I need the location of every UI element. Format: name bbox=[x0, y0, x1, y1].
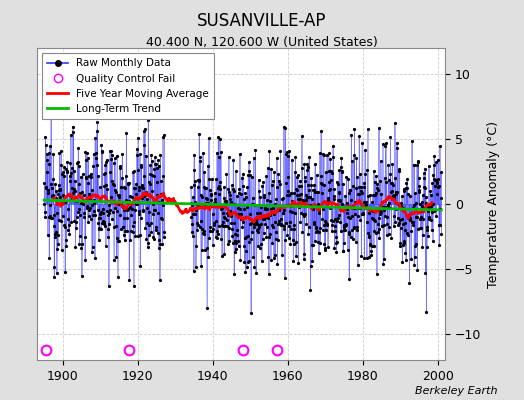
Text: SUSANVILLE-AP: SUSANVILLE-AP bbox=[197, 12, 327, 30]
Text: 40.400 N, 120.600 W (United States): 40.400 N, 120.600 W (United States) bbox=[146, 36, 378, 49]
Text: Berkeley Earth: Berkeley Earth bbox=[416, 386, 498, 396]
Y-axis label: Temperature Anomaly (°C): Temperature Anomaly (°C) bbox=[487, 120, 500, 288]
Legend: Raw Monthly Data, Quality Control Fail, Five Year Moving Average, Long-Term Tren: Raw Monthly Data, Quality Control Fail, … bbox=[42, 53, 214, 119]
